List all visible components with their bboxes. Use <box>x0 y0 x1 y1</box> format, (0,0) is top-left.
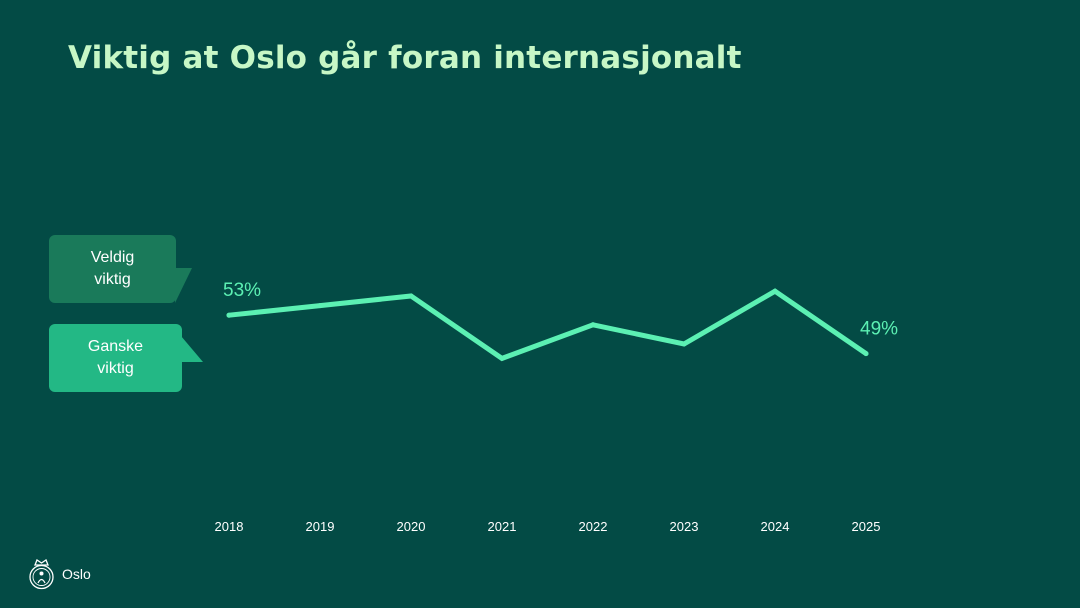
callout-ganske-viktig: Ganske viktig <box>49 324 182 392</box>
x-tick-label: 2023 <box>670 519 699 534</box>
callout-label-line: viktig <box>94 271 131 288</box>
logo-text: Oslo <box>62 565 91 582</box>
data-point <box>499 355 505 361</box>
oslo-seal-icon <box>29 559 54 590</box>
callout-tail <box>175 268 192 303</box>
data-point <box>590 322 596 328</box>
data-point <box>317 303 323 309</box>
x-tick-label: 2021 <box>488 519 517 534</box>
data-point <box>863 351 869 357</box>
x-tick-label: 2020 <box>397 519 426 534</box>
x-tick-label: 2025 <box>852 519 881 534</box>
callout-tail <box>181 336 203 362</box>
data-point <box>226 312 232 318</box>
x-tick-label: 2018 <box>215 519 244 534</box>
data-label: 53% <box>223 280 261 301</box>
data-label: 49% <box>860 319 898 340</box>
series-line <box>226 288 869 362</box>
callout-label-line: Ganske <box>87 338 144 355</box>
x-tick-label: 2024 <box>761 519 790 534</box>
callout-label-line: viktig <box>97 360 134 377</box>
x-tick-label: 2022 <box>579 519 608 534</box>
data-point <box>772 288 778 294</box>
x-tick-label: 2019 <box>306 519 335 534</box>
callout-label-line: Veldig <box>90 249 135 266</box>
data-point <box>681 341 687 347</box>
data-point <box>408 293 414 299</box>
callout-veldig-viktig: Veldig viktig <box>49 235 176 303</box>
page-title: Viktig at Oslo går foran internasjonalt <box>68 40 742 76</box>
oslo-logo: Oslo <box>28 557 91 590</box>
